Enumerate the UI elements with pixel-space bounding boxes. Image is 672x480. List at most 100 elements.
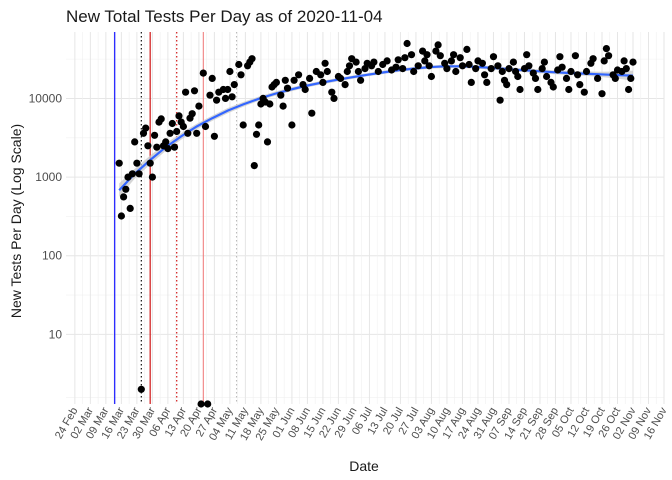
y-tick-label: 10 [49,327,63,341]
data-point [456,54,464,62]
data-point [450,51,458,59]
data-point [206,91,214,99]
data-point [195,102,203,110]
y-axis-title: New Tests Per Day (Log Scale) [8,124,24,318]
data-point [131,138,139,146]
smooth-trend [118,65,634,191]
data-point [319,78,327,86]
data-point [128,170,136,178]
data-point [135,170,143,178]
data-point [574,71,582,79]
data-point [357,76,365,84]
data-point [556,53,564,61]
data-point [193,129,201,137]
data-point [182,88,190,96]
data-point [589,55,597,63]
data-point [230,81,238,89]
data-point [598,90,606,98]
data-point [170,143,179,151]
data-point [277,91,285,99]
data-point [228,93,236,101]
chart-title: New Total Tests Per Day as of 2020-11-04 [66,7,383,26]
data-point [399,65,407,73]
data-point [374,67,382,76]
data-point [308,109,316,117]
data-point [525,62,533,70]
data-point [543,72,551,81]
data-point [321,59,329,67]
data-point [235,60,243,69]
data-point [248,55,256,63]
data-point [576,81,584,89]
data-point [627,74,635,82]
data-point [620,57,628,65]
data-point [175,112,183,120]
data-point [611,74,619,82]
data-point [483,78,491,86]
data-point [148,173,156,181]
smooth-line [118,65,634,191]
data-point [605,52,613,60]
data-point [151,131,159,139]
data-point [629,58,637,66]
data-point [343,67,351,76]
data-point [188,110,196,118]
data-point [144,142,152,150]
data-point [126,204,134,212]
data-point [478,59,486,67]
data-point [354,67,362,76]
data-point [558,63,566,71]
data-point [421,57,429,65]
data-point [463,45,471,54]
data-point [432,47,440,55]
data-point [226,67,234,76]
y-tick-label: 100 [42,249,62,263]
data-point [239,121,247,129]
data-point [199,69,207,77]
data-point [538,65,546,73]
data-point [115,159,123,167]
data-point [434,41,442,49]
data-point [337,74,345,82]
data-point [414,62,422,70]
data-point [190,87,199,95]
data-point [201,122,210,131]
data-point [146,159,154,167]
data-point [481,71,489,79]
data-point [370,58,378,66]
data-point [427,72,435,81]
data-point [352,58,360,66]
data-point [472,65,480,73]
data-point [602,45,611,53]
data-point [534,85,542,94]
data-point [153,143,161,151]
data-point [458,62,467,70]
data-point [168,119,176,128]
y-axis-ticks: 10 100 1000 10000 [29,91,63,341]
data-point [565,85,573,94]
data-point [516,85,524,94]
data-point [162,138,170,146]
data-point [142,124,150,132]
data-point [487,65,495,73]
reference-lines [114,32,238,404]
data-point [394,56,402,64]
data-point [622,65,630,73]
y-tick-label: 10000 [29,91,63,105]
data-point [317,71,325,79]
data-point [328,88,336,96]
data-point [567,67,575,76]
data-point [295,71,303,79]
data-point [221,94,230,102]
data-point [213,96,221,104]
data-point [330,94,338,102]
data-point [489,53,498,61]
data-point [410,67,418,76]
data-point [549,83,557,91]
data-point [571,52,580,60]
data-point [436,52,444,60]
data-point [204,400,212,408]
data-point [281,76,289,84]
data-point [498,67,506,76]
